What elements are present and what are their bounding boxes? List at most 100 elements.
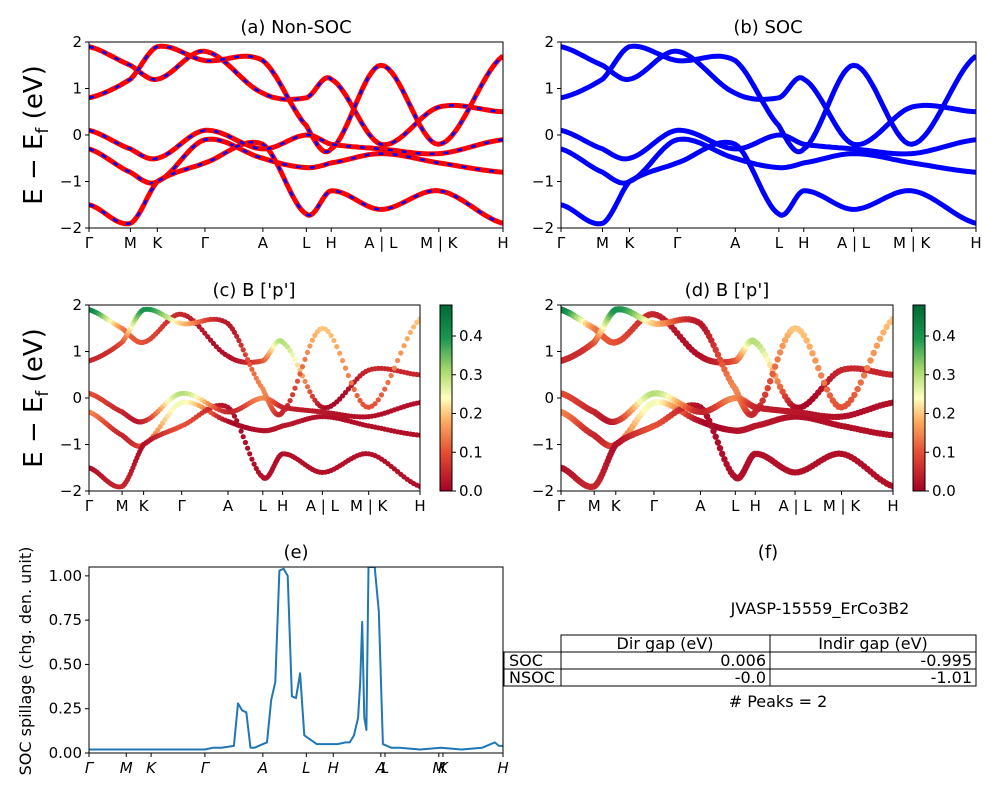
band-point	[240, 434, 246, 440]
band-point	[309, 393, 315, 399]
band-point	[716, 445, 724, 452]
panel-a-non-soc: (a) Non-SOC E − Ef (eV) 210−1−2Γ M K Γ A L H A …	[19, 17, 509, 252]
band-point	[714, 351, 722, 358]
band-point	[287, 348, 293, 354]
panel-a-title: (a) Non-SOC	[240, 17, 351, 38]
band-point	[714, 439, 722, 446]
band-point	[764, 385, 771, 392]
band-line-soc	[561, 43, 976, 155]
xtick-label: A | L	[837, 234, 871, 252]
band-point	[388, 372, 394, 379]
panel-e-frame	[88, 566, 504, 754]
band-line-soc	[561, 44, 976, 148]
band-point	[294, 362, 301, 368]
ytick-label: 1.00	[49, 567, 82, 585]
band-point	[340, 393, 346, 399]
band-line-overlay	[89, 129, 503, 161]
colorbar-tick-label: 0.3	[932, 366, 956, 384]
xtick-label: A	[695, 497, 706, 515]
xtick-label: Γ	[85, 759, 95, 777]
band-point	[719, 450, 726, 457]
band-point	[762, 391, 769, 398]
band-point	[767, 378, 774, 385]
band-point	[769, 370, 776, 378]
band-point	[240, 347, 246, 353]
band-point	[391, 365, 397, 371]
band-point	[404, 336, 410, 342]
band-point	[803, 337, 810, 344]
band-point	[883, 323, 890, 331]
band-line-overlay	[89, 45, 503, 146]
band-point	[251, 461, 257, 467]
band-point	[851, 391, 858, 399]
panel-f-title: (f)	[758, 542, 778, 563]
band-line-nonsoc	[89, 44, 503, 148]
xtick-label: M	[124, 234, 137, 252]
panel-b-title: (b) SOC	[733, 17, 802, 38]
band-point	[334, 344, 340, 350]
ytick-label: 0	[72, 126, 82, 144]
band-point	[762, 351, 769, 359]
xtick-label: A | L	[364, 234, 398, 252]
band-point	[231, 329, 238, 335]
ylabel-subscript: f	[33, 127, 53, 134]
band-point	[231, 413, 238, 419]
band-point	[340, 358, 346, 364]
table-cell-nsoc-indir: -1.01	[931, 668, 972, 687]
band-point	[299, 364, 306, 370]
xtick-label: L	[775, 234, 784, 252]
panel-c-ylabel: E − Ef (eV)	[19, 328, 53, 468]
band-point	[820, 379, 828, 386]
xtick-label: Γ	[650, 497, 659, 515]
xtick-label: M | K	[823, 497, 862, 515]
band-point	[345, 372, 351, 379]
band-point	[764, 356, 771, 363]
peaks-count: # Peaks = 2	[729, 692, 828, 711]
band-point	[417, 400, 420, 406]
panel-c-colorbar	[439, 304, 453, 492]
band-point	[351, 386, 357, 393]
xtick-label: H	[887, 497, 898, 515]
band-point	[721, 456, 728, 463]
band-point	[407, 329, 413, 335]
band-point	[719, 361, 726, 368]
band-point	[395, 357, 401, 364]
band-point	[826, 392, 834, 399]
panel-e-title: (e)	[283, 542, 308, 563]
band-point	[242, 439, 248, 446]
band-point	[375, 397, 381, 403]
table-cell-soc-indir: -0.995	[920, 651, 972, 670]
panel-a-frame	[88, 41, 504, 229]
band-line-soc	[561, 127, 976, 162]
band-point	[234, 418, 240, 424]
xtick-label: H	[328, 759, 339, 777]
band-point	[800, 332, 807, 339]
band-point	[354, 392, 360, 399]
band-point	[253, 375, 259, 381]
band-point	[712, 346, 719, 353]
band-point	[417, 432, 420, 438]
ytick-label: −1	[60, 436, 82, 454]
xtick-label: A | L	[306, 497, 340, 515]
band-point	[249, 456, 255, 462]
colorbar-tick-label: 0.0	[459, 482, 483, 500]
xtick-label: L	[731, 497, 740, 515]
band-line-soc	[561, 139, 976, 227]
band-point	[236, 423, 242, 429]
band-point	[417, 316, 420, 322]
panel-b-frame	[560, 41, 977, 229]
panel-e-ylabel: SOC spillage (chg. den. unit)	[16, 547, 35, 776]
band-line-soc	[561, 136, 976, 186]
ytick-label: 1	[72, 343, 82, 361]
xtick-label: M | K	[893, 234, 932, 252]
xtick-label: K	[611, 497, 622, 515]
xtick-label: A	[375, 759, 386, 777]
band-point	[716, 356, 724, 363]
xtick-label: H	[414, 497, 425, 515]
ytick-label: 2	[72, 296, 82, 314]
panel-c-title: (c) B ['p']	[212, 280, 295, 301]
ytick-label: −2	[532, 482, 554, 500]
panel-c-projected-non-soc: (c) B ['p'] E − Ef (eV) 210−1−2Γ M K Γ A L H A …	[19, 280, 483, 515]
